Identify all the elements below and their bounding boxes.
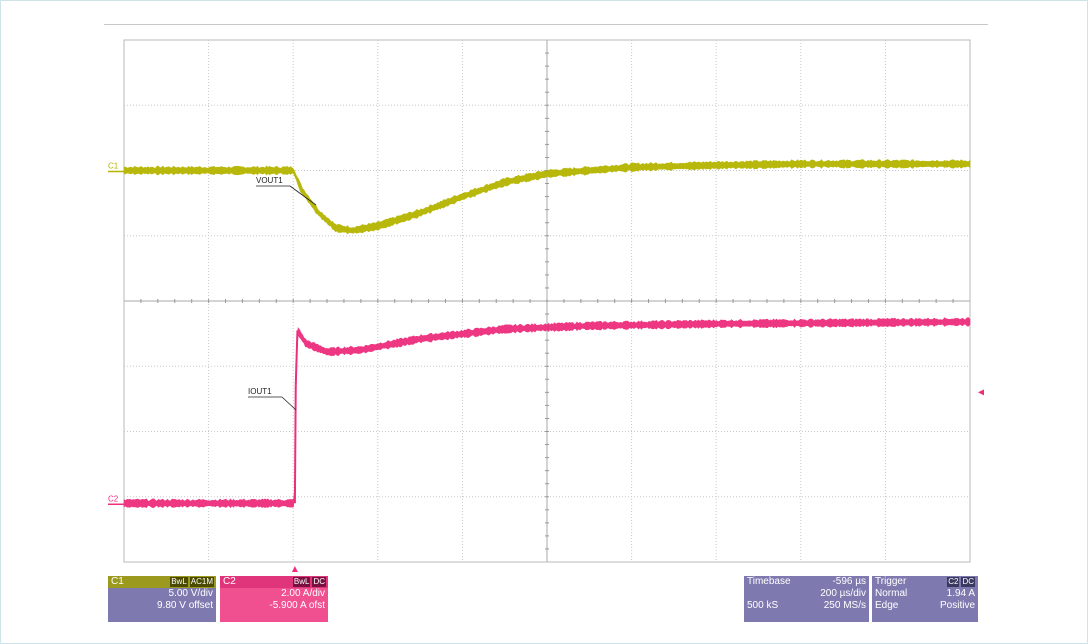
trace-vout1 (123, 159, 971, 235)
timebase-panel[interactable]: Timebase -596 µs 200 µs/div 500 kS 250 M… (744, 576, 869, 622)
trigger-source-badge: C2 (947, 577, 960, 587)
channel-marker-c1: C1 (108, 162, 119, 171)
timebase-tdiv: 200 µs/div (820, 588, 866, 599)
trace-iout1 (123, 317, 971, 509)
timebase-label: Timebase (747, 576, 791, 587)
trigger-panel[interactable]: Trigger C2 DC Normal 1.94 A Edge Positive (872, 576, 978, 622)
trigger-level: 1.94 A (946, 588, 975, 599)
trigger-slope: Positive (939, 600, 975, 611)
c2-coupling-badge: DC (312, 577, 326, 587)
c2-name: C2 (223, 576, 236, 587)
c2-header: C2 BwL DC (220, 576, 328, 588)
trigger-mode: Normal (875, 588, 908, 599)
c1-panel[interactable]: C1 BwL AC1M 5.00 V/div 9.80 V offset (108, 576, 216, 622)
c1-header: C1 BwL AC1M (108, 576, 216, 588)
markers: VOUT1 IOUT1 C1 C2 (108, 162, 984, 572)
trace-label-leader (281, 396, 297, 411)
c2-bw-badge: BwL (292, 577, 311, 587)
channel-marker-c2: C2 (108, 494, 119, 503)
timebase-sample-row: 500 kS 250 MS/s (744, 600, 869, 612)
trigger-position-marker (291, 566, 298, 572)
trigger-mode-row: Normal 1.94 A (872, 588, 978, 600)
trigger-level-marker (978, 389, 984, 396)
c2-panel[interactable]: C2 BwL DC 2.00 A/div -5.900 A ofst (220, 576, 328, 622)
trace-label-leader (289, 185, 317, 206)
c1-vdiv: 5.00 V/div (168, 588, 213, 599)
c1-coupling-badge: AC1M (189, 577, 214, 587)
grid (123, 39, 971, 563)
c1-offset: 9.80 V offset (157, 600, 213, 611)
traces (123, 159, 971, 509)
timebase-header: Timebase -596 µs (744, 576, 869, 588)
c1-bw-badge: BwL (170, 577, 188, 587)
trigger-coupling-badge: DC (961, 577, 975, 587)
trace-edge-iout1 (294, 330, 299, 386)
c2-adiv: 2.00 A/div (281, 588, 325, 599)
trace-label-vout1: VOUT1 (256, 176, 283, 185)
c1-name: C1 (111, 576, 124, 587)
trigger-label: Trigger (875, 576, 907, 587)
trigger-type-row: Edge Positive (872, 600, 978, 612)
c2-offset: -5.900 A ofst (269, 600, 325, 611)
trace-edge-iout1 (293, 385, 297, 504)
timebase-rate: 250 MS/s (823, 600, 866, 611)
trigger-type: Edge (875, 600, 899, 611)
top-rule (104, 24, 988, 25)
trace-label-iout1: IOUT1 (248, 387, 272, 396)
trigger-header: Trigger C2 DC (872, 576, 978, 588)
timebase-delay: -596 µs (832, 576, 866, 587)
timebase-samples: 500 kS (747, 600, 779, 611)
